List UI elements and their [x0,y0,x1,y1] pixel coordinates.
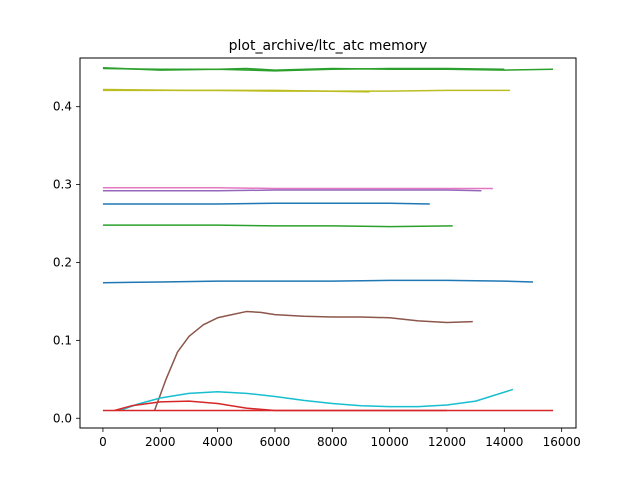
x-tick-label: 14000 [485,435,523,449]
series-line-9 [102,279,534,284]
series-line-8 [102,224,453,228]
y-tick-label: 0.1 [53,333,72,347]
x-tick-label: 8000 [317,435,348,449]
series-line-5 [102,186,493,190]
y-tick-label: 0.3 [53,178,72,192]
series-layer [102,66,554,412]
series-line-10 [153,310,473,411]
series-line-6 [102,189,482,192]
x-tick-label: 10000 [371,435,409,449]
y-axis-ticks: 0.0 0.1 0.2 0.3 0.4 [53,100,80,425]
y-tick-label: 0.0 [53,411,72,425]
series-line-4 [102,88,370,93]
x-tick-label: 12000 [428,435,466,449]
x-tick-label: 0 [99,435,107,449]
x-tick-label: 16000 [543,435,581,449]
y-tick-label: 0.2 [53,255,72,269]
chart-title: plot_archive/ltc_atc memory [229,38,428,54]
series-line-2 [102,66,505,72]
series-line-7 [102,202,430,205]
x-tick-label: 4000 [202,435,233,449]
x-tick-label: 6000 [260,435,291,449]
plot-frame [79,57,577,429]
y-tick-label: 0.4 [53,100,72,114]
series-line-11 [119,388,514,412]
x-tick-label: 2000 [145,435,176,449]
x-axis-ticks: 0 2000 4000 6000 8000 10000 12000 14000 16000 [99,428,581,449]
